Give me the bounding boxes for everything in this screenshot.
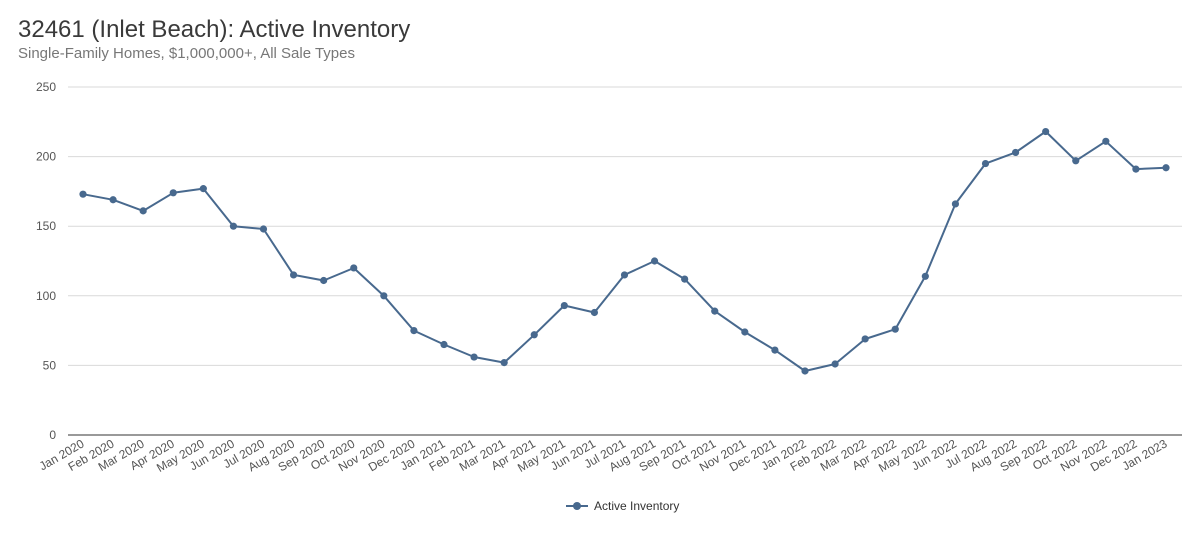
data-point <box>169 189 177 197</box>
data-point <box>500 359 508 367</box>
data-point <box>1102 137 1110 145</box>
data-point <box>861 335 869 343</box>
data-point <box>1011 148 1020 157</box>
data-point <box>440 340 448 349</box>
data-point <box>109 196 117 204</box>
data-point <box>921 272 929 280</box>
data-point <box>711 307 719 315</box>
data-point <box>741 328 749 336</box>
data-point <box>470 353 478 361</box>
data-point <box>229 222 238 230</box>
data-point <box>560 301 568 310</box>
data-point <box>1162 164 1170 172</box>
chart-title: 32461 (Inlet Beach): Active Inventory <box>18 16 411 43</box>
data-point <box>320 276 328 285</box>
y-tick-label: 50 <box>43 358 57 372</box>
data-point <box>139 207 147 215</box>
data-point <box>891 325 899 333</box>
data-point <box>831 360 839 368</box>
data-point <box>380 292 388 300</box>
data-point <box>951 200 960 208</box>
data-point <box>1072 157 1080 165</box>
data-point <box>350 264 358 272</box>
data-point <box>289 271 298 279</box>
data-point <box>650 257 659 265</box>
data-point <box>620 271 629 279</box>
y-tick-label: 250 <box>36 80 56 94</box>
data-point <box>981 159 990 168</box>
chart-legend[interactable]: Active Inventory <box>566 499 679 513</box>
data-point <box>1132 165 1140 173</box>
data-point <box>590 308 599 317</box>
legend-marker-icon <box>566 500 588 512</box>
data-point <box>771 346 779 354</box>
chart-subtitle: Single-Family Homes, $1,000,000+, All Sa… <box>18 45 355 62</box>
y-tick-label: 0 <box>49 428 56 442</box>
legend-label: Active Inventory <box>594 499 680 513</box>
y-tick-label: 150 <box>36 219 56 233</box>
data-point <box>1042 127 1050 136</box>
data-point <box>79 190 87 198</box>
data-point <box>681 275 689 283</box>
data-point <box>801 367 809 375</box>
data-point <box>530 331 538 339</box>
data-point <box>259 225 268 233</box>
y-tick-label: 200 <box>36 150 56 164</box>
series-line <box>82 130 1167 372</box>
data-point <box>410 327 418 335</box>
data-point <box>199 185 207 193</box>
y-tick-label: 100 <box>36 289 56 303</box>
